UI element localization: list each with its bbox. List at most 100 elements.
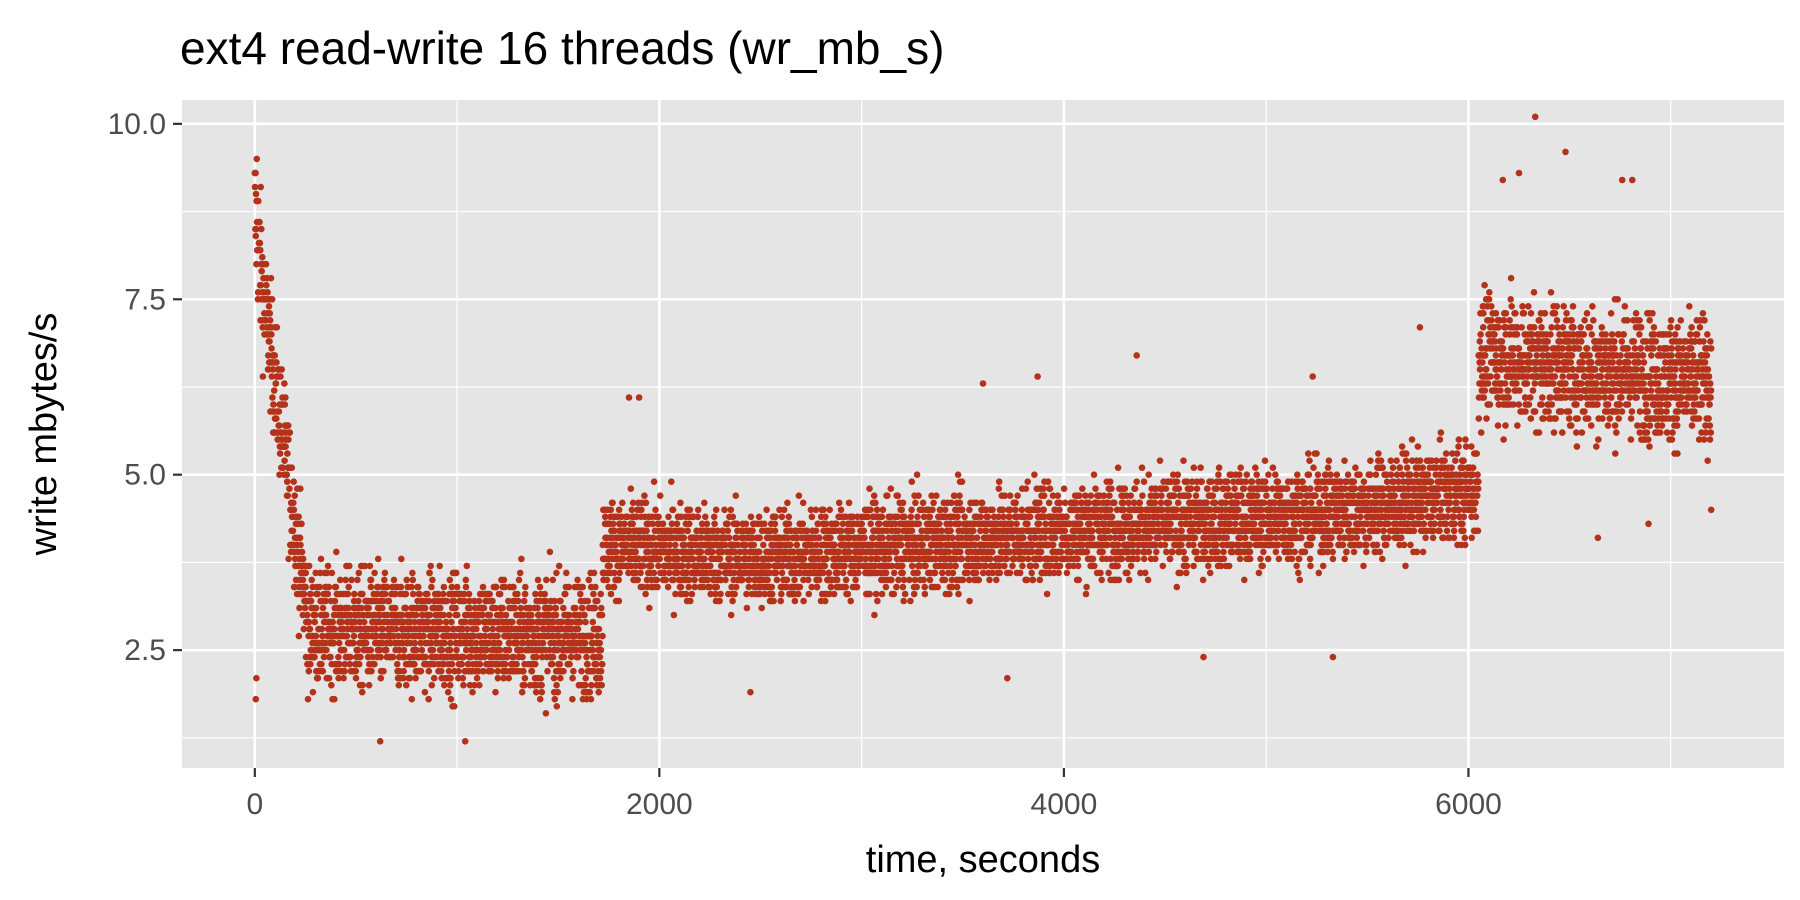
data-point — [823, 555, 830, 563]
data-point — [913, 583, 920, 591]
data-point — [882, 583, 890, 591]
data-point — [1133, 478, 1140, 486]
data-point — [513, 639, 521, 647]
data-point — [973, 534, 981, 542]
data-point — [1006, 513, 1013, 521]
data-point — [259, 253, 266, 261]
data-point — [466, 597, 473, 605]
data-point — [381, 576, 388, 584]
data-point — [642, 499, 650, 507]
data-point — [331, 597, 339, 605]
data-point — [417, 639, 425, 647]
data-point — [403, 576, 411, 584]
data-point — [907, 597, 914, 605]
data-point — [552, 611, 560, 619]
data-point — [1106, 492, 1113, 500]
data-point — [331, 625, 338, 633]
data-point — [898, 506, 905, 514]
data-point — [494, 674, 502, 682]
data-point — [495, 639, 503, 647]
data-point — [1177, 569, 1184, 577]
data-point — [549, 576, 557, 584]
minor-grid — [182, 100, 1784, 768]
data-point — [966, 597, 973, 605]
data-point — [258, 225, 265, 233]
data-point — [791, 597, 799, 605]
data-point — [812, 527, 820, 535]
data-point — [1031, 471, 1038, 479]
data-point — [585, 576, 593, 584]
data-point — [433, 632, 440, 640]
data-point — [374, 555, 382, 563]
data-point — [312, 632, 320, 640]
data-point — [987, 555, 994, 563]
data-point — [993, 576, 1000, 584]
data-point — [335, 653, 342, 661]
data-point — [383, 646, 390, 654]
data-point — [986, 576, 993, 584]
data-point — [915, 492, 922, 500]
data-point — [958, 506, 966, 514]
data-point — [553, 703, 561, 710]
data-point — [777, 597, 784, 605]
data-point — [553, 569, 560, 577]
data-point — [429, 576, 436, 584]
data-point — [259, 373, 267, 380]
data-point — [995, 478, 1003, 486]
data-point — [426, 569, 433, 577]
data-point — [492, 583, 500, 591]
data-point — [1063, 569, 1071, 577]
data-point — [453, 583, 461, 591]
data-point — [409, 576, 417, 584]
data-point — [785, 520, 793, 528]
data-point — [689, 555, 697, 563]
data-point — [1161, 541, 1169, 549]
data-point — [715, 569, 723, 577]
data-point — [539, 639, 547, 647]
data-point — [302, 583, 309, 591]
data-point — [716, 555, 724, 563]
data-point — [531, 660, 539, 668]
data-point — [582, 681, 589, 689]
data-point — [335, 639, 343, 647]
data-point — [297, 541, 304, 549]
data-point — [694, 513, 702, 521]
data-point — [486, 611, 494, 619]
data-point — [847, 597, 854, 605]
data-point — [341, 667, 348, 675]
data-point — [1159, 562, 1167, 570]
data-point — [1024, 478, 1031, 486]
data-point — [345, 583, 353, 591]
data-point — [440, 660, 448, 668]
data-point — [296, 534, 304, 542]
data-point — [975, 576, 983, 584]
data-point — [304, 695, 312, 703]
data-point — [592, 660, 600, 668]
data-point — [359, 681, 366, 689]
data-point — [430, 660, 438, 668]
data-point — [584, 597, 592, 605]
data-point — [1099, 548, 1106, 556]
data-point — [486, 590, 494, 598]
data-point — [662, 576, 670, 584]
data-point — [252, 232, 260, 240]
data-point — [392, 590, 399, 598]
data-point — [402, 604, 410, 612]
data-point — [778, 513, 786, 521]
data-point — [822, 513, 829, 521]
data-point — [311, 618, 319, 626]
data-point — [481, 632, 489, 640]
data-point — [899, 499, 907, 507]
data-point — [721, 506, 728, 514]
data-point — [522, 583, 529, 591]
data-point — [1205, 562, 1212, 570]
data-point — [785, 513, 793, 521]
data-point — [1063, 513, 1070, 521]
data-point — [1209, 492, 1217, 500]
data-point — [672, 541, 679, 549]
data-point — [277, 373, 284, 380]
data-point — [1037, 548, 1045, 556]
data-point — [462, 618, 469, 626]
data-point — [1074, 562, 1082, 570]
data-point — [536, 695, 544, 703]
